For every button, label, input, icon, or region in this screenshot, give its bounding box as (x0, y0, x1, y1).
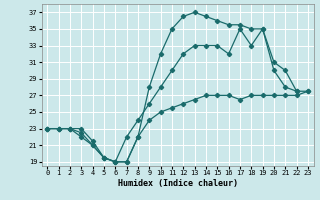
X-axis label: Humidex (Indice chaleur): Humidex (Indice chaleur) (118, 179, 237, 188)
